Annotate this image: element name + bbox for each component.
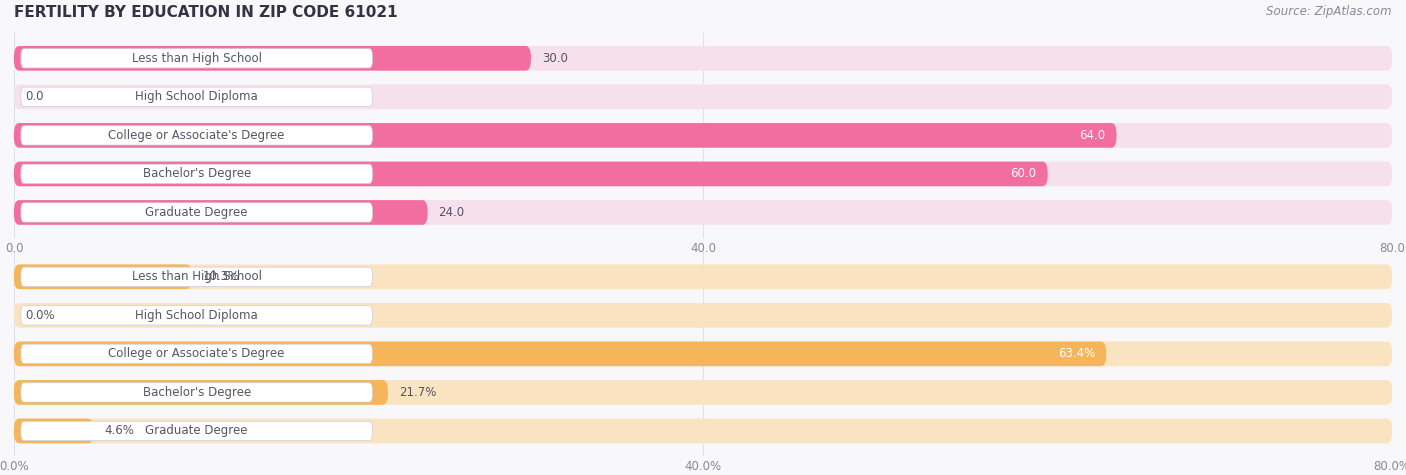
Text: Bachelor's Degree: Bachelor's Degree [142,386,250,399]
FancyBboxPatch shape [14,342,1107,366]
Text: High School Diploma: High School Diploma [135,309,259,322]
FancyBboxPatch shape [21,203,373,222]
FancyBboxPatch shape [14,162,1392,186]
FancyBboxPatch shape [14,123,1392,148]
Text: 10.3%: 10.3% [202,270,239,283]
Text: 63.4%: 63.4% [1057,347,1095,361]
FancyBboxPatch shape [21,87,373,106]
Text: College or Associate's Degree: College or Associate's Degree [108,347,285,361]
FancyBboxPatch shape [14,380,388,405]
FancyBboxPatch shape [14,200,427,225]
Text: 21.7%: 21.7% [399,386,436,399]
Text: FERTILITY BY EDUCATION IN ZIP CODE 61021: FERTILITY BY EDUCATION IN ZIP CODE 61021 [14,5,398,20]
FancyBboxPatch shape [14,46,531,71]
FancyBboxPatch shape [21,383,373,402]
Text: Graduate Degree: Graduate Degree [145,206,247,219]
FancyBboxPatch shape [14,123,1116,148]
Text: 64.0: 64.0 [1080,129,1105,142]
FancyBboxPatch shape [21,306,373,325]
FancyBboxPatch shape [14,342,1392,366]
FancyBboxPatch shape [21,48,373,68]
FancyBboxPatch shape [14,162,1047,186]
Text: Less than High School: Less than High School [132,52,262,65]
Text: 24.0: 24.0 [439,206,464,219]
Text: Source: ZipAtlas.com: Source: ZipAtlas.com [1267,5,1392,18]
Text: Less than High School: Less than High School [132,270,262,283]
Text: 4.6%: 4.6% [104,425,134,437]
Text: 0.0%: 0.0% [25,309,55,322]
FancyBboxPatch shape [21,344,373,363]
FancyBboxPatch shape [21,164,373,183]
FancyBboxPatch shape [14,46,1392,71]
FancyBboxPatch shape [21,126,373,145]
FancyBboxPatch shape [14,265,1392,289]
Text: Bachelor's Degree: Bachelor's Degree [142,167,250,180]
Text: 60.0: 60.0 [1011,167,1036,180]
FancyBboxPatch shape [14,303,1392,328]
FancyBboxPatch shape [14,200,1392,225]
FancyBboxPatch shape [21,267,373,286]
FancyBboxPatch shape [21,421,373,441]
Text: College or Associate's Degree: College or Associate's Degree [108,129,285,142]
Text: Graduate Degree: Graduate Degree [145,425,247,437]
FancyBboxPatch shape [14,380,1392,405]
FancyBboxPatch shape [14,85,1392,109]
Text: 30.0: 30.0 [541,52,568,65]
FancyBboxPatch shape [14,265,191,289]
Text: 0.0: 0.0 [25,90,44,104]
FancyBboxPatch shape [14,418,1392,443]
Text: High School Diploma: High School Diploma [135,90,259,104]
FancyBboxPatch shape [14,418,93,443]
